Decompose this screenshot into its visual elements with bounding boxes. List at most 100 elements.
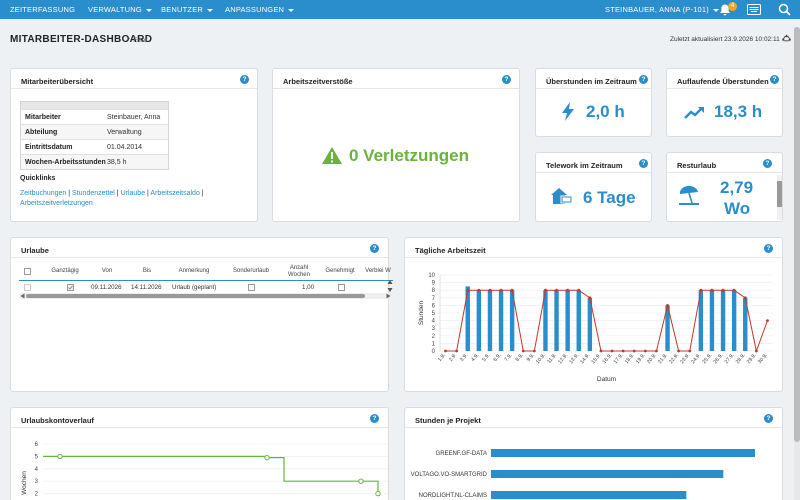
row-value: Verwaltung (107, 125, 168, 139)
line-point (555, 289, 558, 292)
link-stundenzettel[interactable]: Stundenzettel (72, 190, 115, 197)
link-arbeitszeitverletzungen[interactable]: Arbeitszeitverletzungen (20, 200, 93, 207)
card-title: Auflaufende Überstunden (677, 77, 769, 86)
col-anmerkung[interactable]: Anmerkung (167, 262, 221, 281)
line-point (466, 289, 469, 292)
employee-table: Mitarbeiter Steinbauer, Anna Abteilung Ver… (20, 101, 169, 170)
horizontal-scrollbar[interactable] (20, 293, 391, 299)
col-anzahl-wochen[interactable]: Anzahl Wochen (281, 262, 317, 281)
divider (536, 172, 651, 173)
nav-benutzer[interactable]: BENUTZER (161, 0, 213, 19)
x-tick-label: 15.9. (590, 352, 602, 365)
divider (667, 88, 782, 89)
vacations-card: Urlaube ? Ganztägig Von Bis Anmerkung So… (10, 237, 389, 392)
telework-value: 6 Tage (583, 188, 636, 208)
series-line (43, 456, 378, 493)
top-navigation: ZEITERFASSUNG VERWALTUNG BENUTZER ANPASS… (0, 0, 800, 19)
scrollbar[interactable] (777, 175, 782, 220)
help-icon[interactable]: ? (370, 244, 379, 253)
y-tick-label: 7 (432, 296, 436, 302)
x-tick-label: 2.9. (448, 352, 458, 362)
help-icon[interactable]: ? (639, 75, 648, 84)
table-row: Abteilung Verwaltung (21, 124, 168, 139)
beach-umbrella-icon (678, 186, 700, 206)
x-tick-label: 21.9. (657, 352, 669, 365)
scroll-thumb[interactable] (26, 294, 365, 298)
keyboard-icon[interactable] (747, 4, 761, 15)
x-tick-label: 20.9. (646, 352, 658, 365)
x-tick-label: 6.9. (492, 352, 502, 362)
line-point (265, 455, 269, 459)
line-point (699, 289, 702, 292)
x-tick-label: 10.9. (535, 352, 547, 365)
card-title: Arbeitszeitverstöße (283, 77, 353, 86)
scroll-right-icon[interactable] (386, 293, 391, 299)
x-tick-label: 12.9. (557, 352, 569, 365)
line-point (58, 454, 62, 458)
trend-up-icon (684, 106, 706, 120)
bar (565, 290, 569, 351)
help-icon[interactable]: ? (502, 75, 511, 84)
scroll-thumb[interactable] (777, 181, 782, 207)
col-bis[interactable]: Bis (127, 262, 167, 281)
y-axis-label: Wochen (21, 471, 28, 495)
col-genehmigt[interactable]: Genehmigt (317, 262, 363, 281)
help-icon[interactable]: ? (764, 244, 773, 253)
cell-wochen: 1,00 (302, 283, 314, 292)
nav-zeiterfassung[interactable]: ZEITERFASSUNG (10, 0, 75, 19)
page-scroll-thumb[interactable] (794, 27, 800, 442)
y-tick-label: 3 (432, 326, 436, 332)
row-key: Mitarbeiter (21, 110, 107, 124)
project-hours-card: Stunden je Projekt ? GREENF.GF-DATA VOLTA… (404, 407, 783, 500)
nav-verwaltung[interactable]: VERWALTUNG (88, 0, 152, 19)
help-icon[interactable]: ? (763, 159, 772, 168)
line-point (544, 289, 547, 292)
col-von[interactable]: Von (87, 262, 127, 281)
card-title: Urlaube (21, 246, 49, 255)
overtime-value: 2,0 h (586, 102, 625, 122)
help-icon[interactable]: ? (639, 159, 648, 168)
accrued-overtime-card: Auflaufende Überstunden ? 18,3 h (666, 68, 783, 137)
chevron-down-icon (207, 9, 213, 12)
table-header: Ganztägig Von Bis Anmerkung Sonderurlaub… (19, 262, 393, 281)
help-icon[interactable]: ? (370, 414, 379, 423)
help-icon[interactable]: ? (240, 75, 249, 84)
line-point (677, 350, 680, 353)
page-scrollbar[interactable] (794, 27, 800, 500)
col-sonderurlaub[interactable]: Sonderurlaub (221, 262, 281, 281)
search-icon[interactable] (778, 3, 791, 16)
table-row[interactable]: 09.11.2026 14.11.2026 Urlaub (geplant) 1… (19, 282, 393, 292)
scroll-left-icon[interactable] (20, 293, 25, 299)
col-ganztaegig[interactable]: Ganztägig (43, 262, 87, 281)
lightning-icon (561, 102, 575, 121)
x-tick-label: 16.9. (602, 352, 614, 365)
overtime-card: Überstunden im Zeitraum ? 2,0 h (535, 68, 652, 137)
select-all-checkbox[interactable] (24, 268, 31, 275)
link-urlaube[interactable]: Urlaube (121, 190, 146, 197)
row-key: Abteilung (21, 125, 107, 139)
help-icon[interactable]: ? (764, 414, 773, 423)
row-checkbox[interactable] (24, 284, 31, 291)
bar (554, 290, 558, 351)
row-key: Eintrittsdatum (21, 140, 107, 154)
x-tick-label: 29.9. (746, 352, 758, 365)
x-tick-label: 11.9. (546, 352, 558, 364)
refresh-icon[interactable] (781, 33, 792, 44)
last-updated: Zuletzt aktualisiert 23.9.2026 10:02:11 (670, 36, 780, 43)
check-icon (68, 285, 73, 290)
x-tick-label: 7.9. (504, 352, 514, 362)
link-zeitbuchungen[interactable]: Zeitbuchungen (20, 190, 66, 197)
user-menu[interactable]: STEINBAUER, ANNA (P-101) (605, 0, 719, 19)
ganztaegig-checkbox (67, 284, 74, 291)
nav-anpassungen[interactable]: ANPASSUNGEN (225, 0, 294, 19)
link-arbeitszeitsaldo[interactable]: Arbeitszeitsaldo (150, 190, 199, 197)
cell-anmerkung: Urlaub (geplant) (172, 283, 216, 292)
y-axis-label: Stunden (418, 301, 425, 326)
scroll-arrows-icon[interactable] (387, 279, 393, 293)
y-tick-label: 6 (35, 442, 39, 448)
vacation-value: 2,79 (720, 178, 753, 198)
x-tick-label: 5.9. (481, 352, 491, 362)
vacation-unit: Wo (724, 199, 750, 219)
filter-toggle[interactable]: ⌃ Filter (126, 36, 148, 44)
help-icon[interactable]: ? (770, 75, 779, 84)
